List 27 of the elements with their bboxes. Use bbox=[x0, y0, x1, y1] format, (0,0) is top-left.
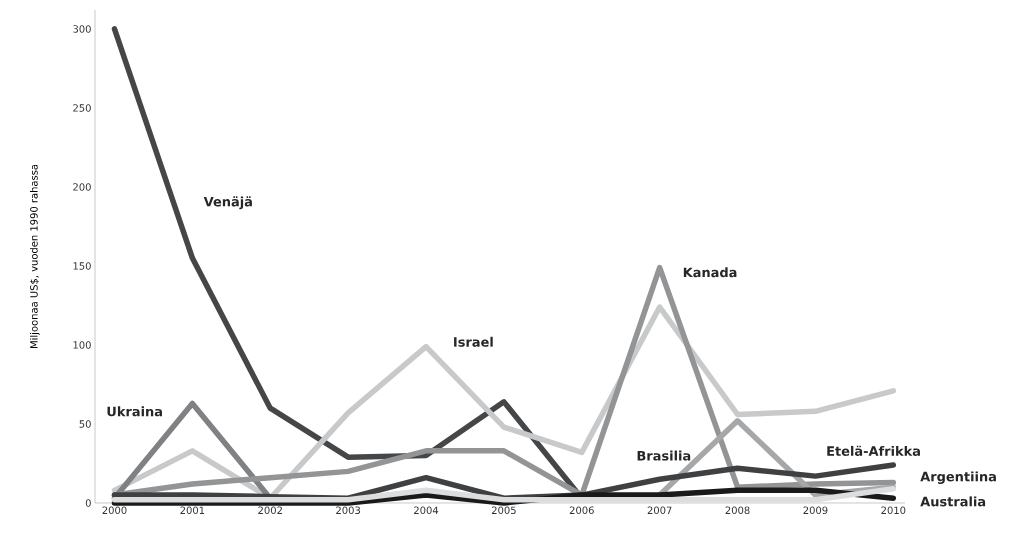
x-tick-label: 2004 bbox=[414, 506, 439, 515]
x-tick-label: 2002 bbox=[258, 506, 282, 515]
series-label: Etelä-Afrikka bbox=[827, 445, 920, 456]
text: Argentiina bbox=[920, 471, 996, 485]
y-tick-label: 100 bbox=[73, 341, 91, 349]
series-label: Kanada bbox=[683, 267, 737, 278]
text: Venäjä bbox=[203, 196, 252, 210]
x-tick-label: 2001 bbox=[180, 506, 205, 515]
x-tick-label: 2007 bbox=[647, 506, 672, 515]
x-tick-label: 2010 bbox=[881, 506, 906, 515]
series-label: Brasilia bbox=[637, 450, 691, 461]
x-tick-label: 2008 bbox=[725, 506, 750, 515]
x-tick-label: 2000 bbox=[102, 506, 127, 515]
series-label: Ukraina bbox=[107, 406, 162, 417]
x-tick-label: 2003 bbox=[336, 506, 361, 515]
y-axis-title: Miljoonaa US$, vuoden 1990 rahassa bbox=[29, 164, 40, 348]
y-tick-label: 50 bbox=[79, 420, 91, 428]
series-label: Israel bbox=[454, 336, 493, 347]
y-tick-label: 150 bbox=[73, 262, 91, 270]
y-tick-label: 0 bbox=[85, 499, 91, 507]
y-tick-label: 250 bbox=[73, 104, 91, 112]
y-tick-label: 200 bbox=[73, 183, 91, 191]
x-tick-label: 2006 bbox=[569, 506, 594, 515]
y-tick-label: 300 bbox=[73, 25, 91, 33]
x-tick-label: 2005 bbox=[491, 506, 516, 515]
text: Australia bbox=[920, 496, 986, 507]
x-tick-label: 2009 bbox=[803, 506, 828, 515]
